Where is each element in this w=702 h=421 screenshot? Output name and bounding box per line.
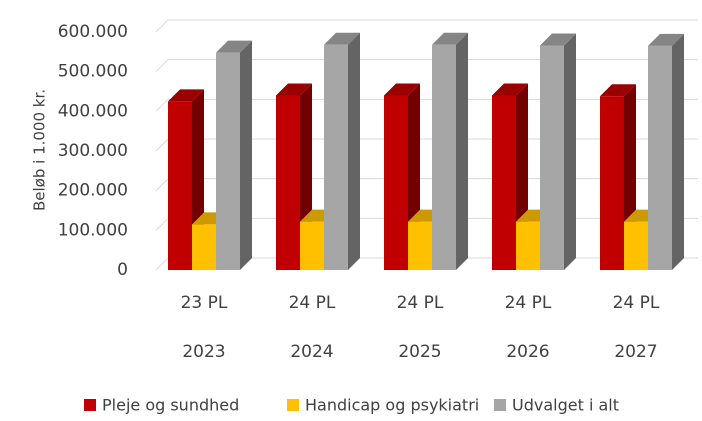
bar-side [240,40,252,271]
bar [648,33,684,271]
grid-line [155,59,698,73]
bar-front [168,101,192,271]
bar-front [300,221,324,270]
bar [168,89,204,271]
bar-top [276,83,312,96]
bar-top [432,32,468,45]
legend-swatch [494,399,506,411]
y-tick-label: 300.000 [58,141,128,161]
bar [384,83,420,270]
x-tick-label: 24 PL [289,293,336,313]
y-tick-label: 100.000 [58,220,128,240]
x-group-label: 2025 [398,342,441,362]
bar-top [540,33,576,46]
x-tick-label: 24 PL [613,293,660,313]
grid-line [155,19,698,33]
bar-side [456,32,468,271]
bar-side [672,33,684,271]
x-tick-label: 23 PL [181,293,228,313]
bar-top [324,32,360,45]
bar-front [516,221,540,270]
x-group-label: 2026 [506,342,549,362]
bar-top [648,33,684,46]
bar-front [492,95,516,270]
y-tick-label: 400.000 [58,101,128,121]
bar-front [408,221,432,270]
bar-front [600,96,624,270]
bar-front [624,221,648,270]
x-tick-label: 24 PL [505,293,552,313]
legend-swatch [287,399,299,411]
bar-front [216,52,240,271]
bar-front [540,45,564,271]
y-tick-label: 0 [117,260,128,280]
x-group-label: 2024 [290,342,333,362]
bar-top [168,89,204,102]
y-axis-label: Beløb i 1.000 kr. [31,89,49,211]
bar-top [492,83,528,96]
y-tick-label: 500.000 [58,62,128,82]
bar-top [216,40,252,53]
legend-swatch [84,399,96,411]
x-group-label: 2023 [182,342,225,362]
bar-side [564,33,576,271]
bar-front [648,45,672,271]
bar [540,33,576,271]
x-group-label: 2027 [614,342,657,362]
x-tick-label: 24 PL [397,293,444,313]
bar-front [384,95,408,270]
bar-front [324,44,348,271]
bar-top [600,84,636,97]
bar-front [192,224,216,270]
bar-top [384,83,420,96]
bar [324,32,360,271]
bar-side [348,32,360,271]
bar-front [432,44,456,271]
y-tick-label: 200.000 [58,181,128,201]
bar [216,40,252,271]
legend-label: Handicap og psykiatri [305,396,479,415]
legend-label: Pleje og sundhed [102,396,239,415]
y-tick-label: 600.000 [58,22,128,42]
legend-label: Udvalget i alt [512,396,619,415]
bar [432,32,468,271]
bar-front [276,95,300,270]
